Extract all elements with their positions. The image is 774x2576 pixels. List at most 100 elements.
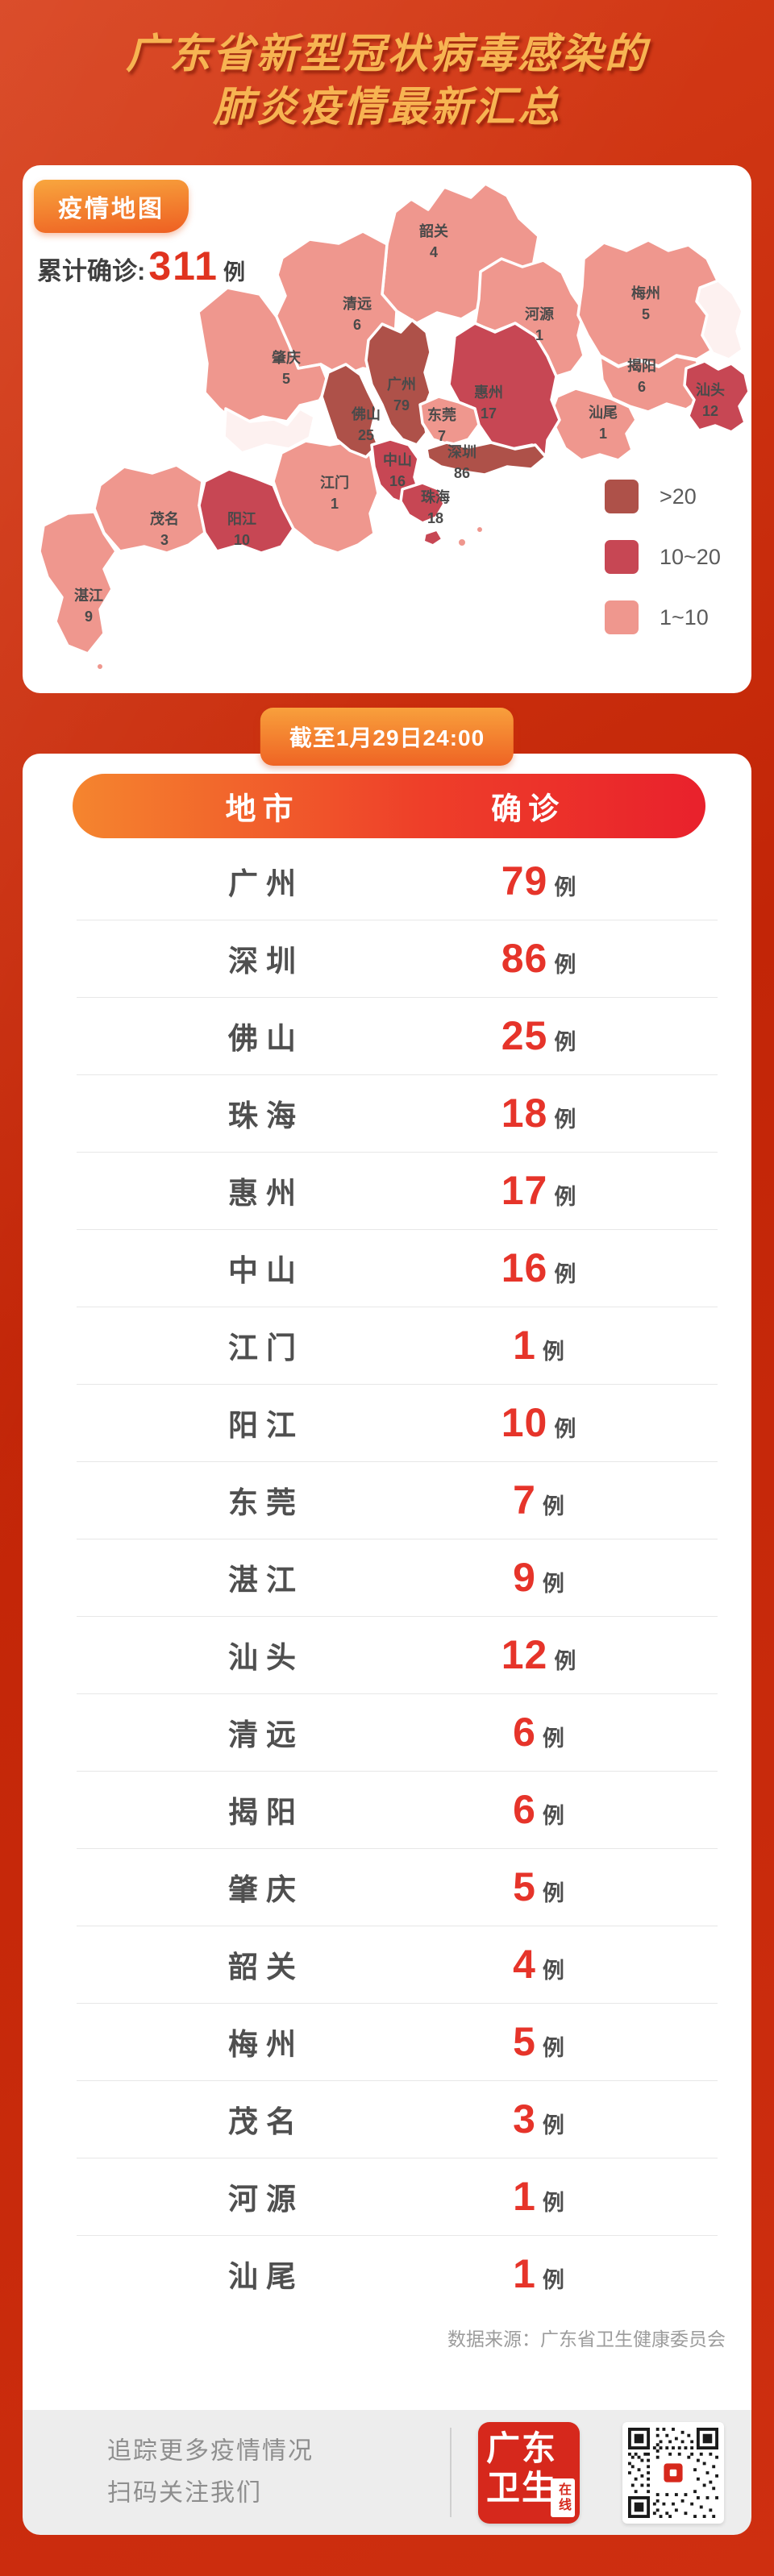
data-source-note: 数据来源：广东省卫生健康委员会 [447,2329,726,2350]
map-region-name: 东莞 [427,406,456,423]
map-region-value: 12 [702,403,718,419]
confirmed-cell: 25 例 [434,1012,643,1059]
map-region-value: 6 [638,379,646,395]
case-unit: 例 [542,2268,564,2292]
qr-code [622,2421,724,2524]
case-unit: 例 [554,953,576,977]
city-name: 清远 [228,1718,304,1751]
case-count: 25 [501,1013,548,1058]
case-count: 6 [513,1787,536,1832]
map-region-value: 17 [481,405,497,422]
table-row: 惠州 17 例 [23,1152,751,1229]
map-region [198,467,295,555]
cumulative-unit: 例 [223,260,245,285]
map-region-value: 5 [282,371,290,387]
case-unit: 例 [542,1572,564,1596]
map-region [93,463,206,555]
legend-swatch [605,480,639,513]
confirmed-cell: 18 例 [434,1090,643,1136]
map-region-name: 广州 [387,376,416,393]
city-name: 梅州 [228,2028,304,2061]
confirmed-cell: 17 例 [434,1167,643,1214]
island [476,526,484,534]
table-row: 汕头 12 例 [23,1616,751,1693]
logo-line-1: 广东 [486,2429,558,2467]
legend-swatch [605,600,639,634]
map-region-value: 79 [393,397,410,413]
case-unit: 例 [542,1340,564,1364]
map-region [425,441,547,476]
zero-case-region [695,279,744,361]
map-region-name: 揭阳 [627,357,656,374]
as-of-badge: 截至1月29日24:00 [260,708,514,766]
legend-item: >20 [605,480,721,513]
case-count: 1 [513,2174,536,2219]
footer-divider [450,2428,452,2517]
city-name: 揭阳 [228,1796,304,1829]
case-count: 5 [513,1864,536,1909]
title-line-2: 肺炎疫情最新汇总 [212,84,561,131]
case-count: 12 [501,1632,548,1677]
follow-line-2: 扫码关注我们 [107,2479,262,2507]
map-region-value: 7 [438,428,446,444]
city-name: 韶关 [228,1951,304,1984]
epidemic-map-card: 疫情地图 累计确诊: 311 例 [23,165,751,693]
map-region-name: 肇庆 [271,349,301,366]
case-unit: 例 [554,1107,576,1132]
city-name: 河源 [228,2183,304,2216]
city-name: 汕尾 [228,2260,304,2293]
map-region [38,510,118,655]
map-region-name: 湛江 [74,587,103,604]
table-row: 佛山 25 例 [23,997,751,1074]
island [96,663,104,671]
case-unit: 例 [554,1030,576,1054]
city-name: 肇庆 [228,1873,304,1906]
case-unit: 例 [554,1649,576,1673]
table-header: 地市 确诊 [73,774,705,838]
case-count: 86 [501,936,548,981]
map-region [197,286,331,426]
map-region-name: 韶关 [419,222,448,239]
gdws-logo: 广东 卫生 在线 [478,2421,580,2524]
legend-label: 10~20 [660,544,721,569]
table-row: 珠海 18 例 [23,1074,751,1152]
case-unit: 例 [542,1881,564,1905]
city-name: 湛江 [228,1564,304,1597]
map-legend: >20 10~20 1~10 [605,480,721,634]
city-name: 佛山 [228,1022,304,1055]
legend-item: 10~20 [605,540,721,574]
map-badge: 疫情地图 [34,180,189,233]
legend-label: >20 [660,484,697,509]
map-region-name: 清远 [343,296,372,312]
qr-pattern [628,2427,718,2518]
table-row: 中山 16 例 [23,1229,751,1307]
case-count: 9 [513,1555,536,1600]
follow-text: 追踪更多疫情情况 扫码关注我们 [107,2430,314,2515]
case-count: 4 [513,1942,536,1987]
map-region-value: 5 [642,306,650,322]
city-name: 珠海 [228,1099,304,1132]
logo-text: 广东 卫生 [486,2429,557,2508]
confirmed-cell: 79 例 [434,858,643,904]
case-count: 5 [513,2019,536,2064]
city-name: 江门 [228,1332,304,1365]
case-count: 7 [513,1477,536,1523]
table-rows: 广州 79 例 深圳 86 例 佛山 25 例 珠海 18 例 惠州 17 例 中山 16… [23,842,751,2312]
case-count: 6 [513,1710,536,1755]
case-count: 1 [513,1323,536,1368]
map-region-value: 1 [331,496,339,512]
map-region-value: 6 [353,317,361,333]
city-name: 东莞 [228,1486,304,1519]
footer-bar: 追踪更多疫情情况 扫码关注我们 广东 卫生 在线 [23,2410,751,2535]
cumulative-label: 累计确诊: [37,257,146,285]
